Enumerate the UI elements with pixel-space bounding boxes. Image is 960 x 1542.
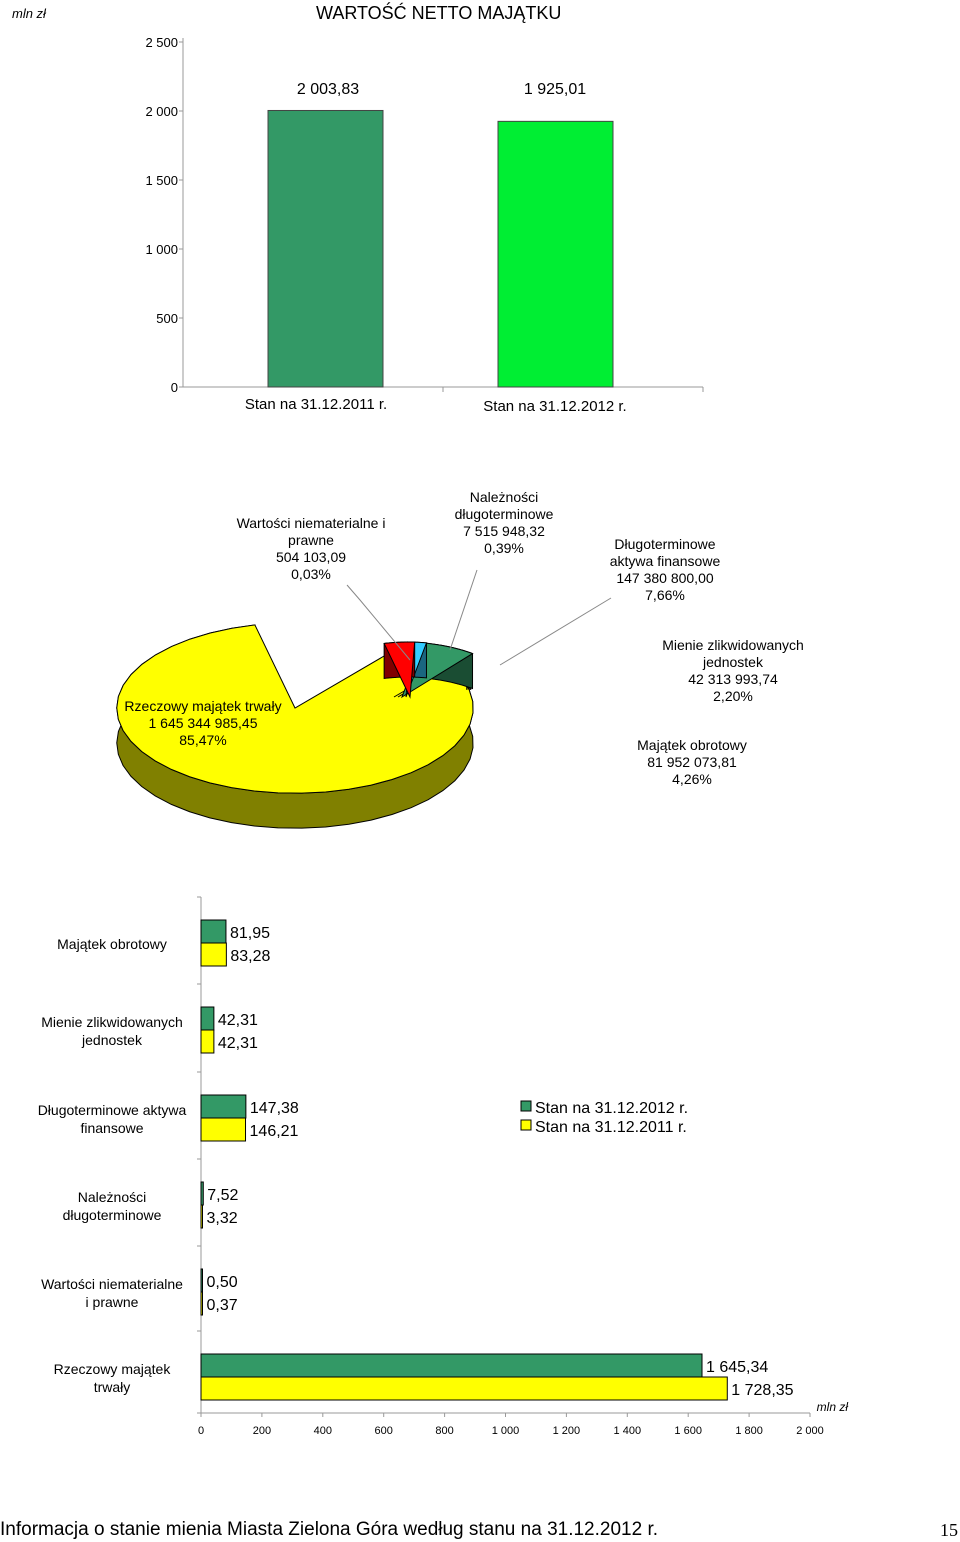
hbar-chart-value-label: 0,37 (207, 1297, 238, 1314)
hbar-chart-category-label: Majątek obrotowy (57, 936, 167, 952)
pie-slice-label: Wartości niematerialne i (237, 515, 386, 531)
hbar-chart-x-tick-label: 600 (375, 1425, 393, 1437)
pie-slice-label: 4,26% (672, 771, 712, 787)
hbar-chart-x-tick-label: 1 600 (674, 1425, 702, 1437)
hbar-chart-bar (200, 1353, 703, 1378)
hbar-chart-x-tick-label: 800 (435, 1425, 453, 1437)
hbar-chart-x-tick-label: 1 000 (492, 1425, 520, 1437)
hbar-chart-value-label: 1 645,34 (706, 1359, 768, 1376)
hbar-chart-category-label: trwały (94, 1379, 131, 1395)
hbar-chart-value-label: 147,38 (250, 1100, 299, 1117)
hbar-chart-bar (200, 1268, 203, 1293)
hbar-chart-value-label: 3,32 (207, 1210, 238, 1227)
hbar-chart-x-tick-label: 400 (314, 1425, 332, 1437)
pie-slice-label: 504 103,09 (276, 549, 346, 565)
legend-swatch (520, 1119, 532, 1131)
bar-chart-value-label: 1 925,01 (524, 81, 586, 98)
hbar-chart-bar (200, 1094, 247, 1119)
hbar-chart-bar (200, 919, 227, 944)
pie-slice-label: 147 380 800,00 (616, 570, 714, 586)
hbar-chart-value-label: 1 728,35 (731, 1382, 793, 1399)
bar-chart-y-tick-label: 0 (171, 380, 178, 395)
bar-chart-bar (497, 120, 614, 388)
bar-chart-y-tick-label: 1 500 (145, 173, 178, 188)
hbar-chart-bar (200, 1029, 215, 1054)
hbar-chart-category-label: długoterminowe (63, 1207, 162, 1223)
hbar-chart-value-label: 81,95 (230, 925, 270, 942)
bar-chart-y-tick-label: 500 (156, 311, 178, 326)
pie-leader-line (346, 584, 411, 661)
legend-label: Stan na 31.12.2011 r. (535, 1119, 687, 1136)
hbar-chart-bar (200, 1376, 728, 1401)
pie-slice-label: prawne (288, 532, 334, 548)
bar-chart-bar (267, 109, 384, 388)
pie-slice-label: Rzeczowy majątek trwały (124, 698, 281, 714)
pie-slice-label: 85,47% (179, 732, 226, 748)
pie-slice-label: Należności (470, 489, 538, 505)
legend-swatch (520, 1100, 532, 1112)
bar-chart-unit-label: mln zł (12, 6, 47, 21)
bar-chart-title: WARTOŚĆ NETTO MAJĄTKU (316, 2, 561, 23)
bar-chart-value-label: 2 003,83 (297, 81, 359, 98)
pie-slice-label: 7,66% (645, 587, 685, 603)
pie-slice-label: 81 952 073,81 (647, 754, 737, 770)
pie-slice-label: 2,20% (713, 688, 753, 704)
pie-slice-label: Majątek obrotowy (637, 737, 747, 753)
hbar-chart-value-label: 83,28 (230, 948, 270, 965)
pie-slice-label: Mienie zlikwidowanych (662, 637, 804, 653)
hbar-chart-category-label: Należności (78, 1189, 146, 1205)
hbar-chart-value-label: 42,31 (218, 1012, 258, 1029)
pie-slice-label: 0,03% (291, 566, 331, 582)
hbar-chart-x-tick-label: 0 (198, 1425, 204, 1437)
hbar-chart-bar (200, 1117, 247, 1142)
hbar-chart-unit-label: mln zł (817, 1400, 849, 1414)
pie-slice-label: aktywa finansowe (610, 553, 721, 569)
hbar-chart-value-label: 42,31 (218, 1035, 258, 1052)
bar-chart-category-label: Stan na 31.12.2012 r. (483, 398, 626, 415)
hbar-chart-x-tick-label: 200 (253, 1425, 271, 1437)
hbar-chart-asset-comparison: 0 200 400 600 800 1 000 1 200 1 400 1 600 1 800 2 … (38, 896, 849, 1437)
hbar-chart-x-tick-label: 2 000 (796, 1425, 824, 1437)
hbar-chart-value-label: 146,21 (250, 1123, 299, 1140)
hbar-chart-category-label: i prawne (86, 1294, 139, 1310)
page-number: 15 (940, 1520, 958, 1540)
pie-slice-label: 42 313 993,74 (688, 671, 778, 687)
pie-slice-label: długoterminowe (455, 506, 554, 522)
hbar-chart-x-tick-label: 1 200 (553, 1425, 581, 1437)
hbar-chart-x-tick-label: 1 800 (735, 1425, 763, 1437)
hbar-chart-bar (200, 1006, 215, 1031)
pie-slice-label: 7 515 948,32 (463, 523, 545, 539)
bar-chart-net-assets: mln zł WARTOŚĆ NETTO MAJĄTKU 0 500 1 000 1 50… (12, 2, 704, 415)
hbar-chart-category-label: Mienie zlikwidowanych (41, 1014, 183, 1030)
hbar-chart-x-tick-label: 1 400 (614, 1425, 642, 1437)
hbar-chart-category-label: finansowe (80, 1120, 143, 1136)
hbar-chart-value-label: 0,50 (207, 1274, 238, 1291)
hbar-chart-category-label: jednostek (81, 1032, 143, 1048)
hbar-chart-bar (200, 1204, 203, 1229)
pie-leader-line (449, 569, 478, 651)
hbar-chart-bar (200, 1181, 204, 1206)
bar-chart-y-tick-label: 2 500 (145, 35, 178, 50)
hbar-chart-bar (200, 942, 227, 967)
pie-leader-line (499, 597, 612, 666)
hbar-chart-category-label: Rzeczowy majątek (54, 1361, 172, 1377)
hbar-chart-category-label: Długoterminowe aktywa (38, 1102, 187, 1118)
footer-text: Informacja o stanie mienia Miasta Zielon… (0, 1519, 658, 1540)
legend-label: Stan na 31.12.2012 r. (535, 1100, 688, 1117)
pie-slice-label: 0,39% (484, 540, 524, 556)
bar-chart-y-tick-label: 2 000 (145, 104, 178, 119)
hbar-chart-bar (200, 1291, 203, 1316)
pie-slice-label: jednostek (702, 654, 764, 670)
bar-chart-y-tick-label: 1 000 (145, 242, 178, 257)
pie-slice-label: 1 645 344 985,45 (149, 715, 258, 731)
pie-slice-label: Długoterminowe (614, 536, 715, 552)
bar-chart-category-label: Stan na 31.12.2011 r. (245, 396, 387, 413)
hbar-chart-category-label: Wartości niematerialne (41, 1276, 183, 1292)
hbar-chart-value-label: 7,52 (207, 1187, 238, 1204)
